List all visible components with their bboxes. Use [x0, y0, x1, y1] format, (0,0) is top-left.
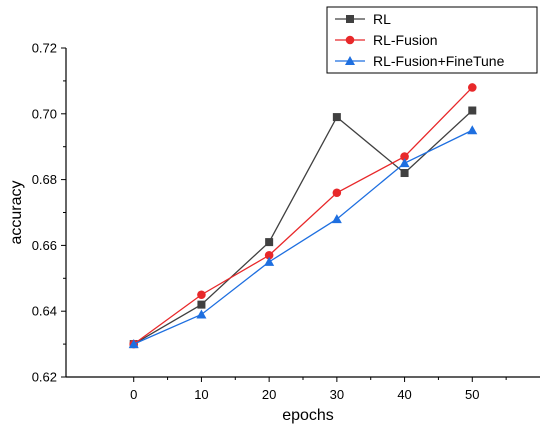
data-point [400, 169, 409, 178]
data-point [467, 125, 478, 135]
y-axis-title: accuracy [8, 180, 25, 244]
legend-item: RL [335, 11, 391, 27]
data-point [399, 158, 410, 168]
x-tick-label: 0 [130, 387, 137, 402]
y-tick-label: 0.64 [32, 304, 57, 319]
y-tick-label: 0.62 [32, 370, 57, 385]
data-point [264, 256, 275, 266]
data-point [468, 106, 477, 115]
series-1 [129, 83, 477, 349]
tick-marks [61, 47, 507, 382]
data-point [128, 339, 139, 349]
y-tick-label: 0.66 [32, 238, 57, 253]
data-point [467, 83, 477, 92]
legend-label: RL-Fusion [373, 32, 438, 48]
data-point [197, 290, 206, 300]
data-point [197, 300, 206, 309]
legend: RL RL-Fusion RL-Fusion+FineTune [326, 6, 538, 74]
series-2 [128, 125, 478, 349]
x-tick-label: 30 [330, 387, 344, 402]
x-tick-label: 50 [465, 387, 479, 402]
legend-label: RL-Fusion+FineTune [373, 53, 505, 69]
series-line [133, 110, 473, 345]
data-point [265, 238, 274, 247]
series-line [133, 87, 473, 345]
y-tick-label: 0.72 [32, 41, 57, 56]
data-point [332, 188, 342, 198]
series-0 [129, 106, 477, 349]
x-tick-label: 20 [262, 387, 276, 402]
legend-item: RL-Fusion [335, 32, 438, 48]
data-point [400, 152, 409, 161]
legend-marker [345, 35, 355, 45]
x-tick-label: 10 [194, 387, 208, 402]
x-tick-label: 40 [397, 387, 411, 402]
legend-marker [346, 15, 354, 23]
series-layer [128, 83, 478, 349]
data-point [196, 309, 207, 319]
axes [65, 48, 540, 378]
data-point [264, 250, 274, 260]
data-point [332, 113, 341, 122]
legend-label: RL [373, 11, 391, 27]
x-axis-title: epochs [282, 407, 334, 424]
x-tick-labels: 0 10 20 30 40 50 [130, 387, 479, 402]
y-tick-label: 0.70 [32, 106, 57, 121]
legend-item: RL-Fusion+FineTune [335, 53, 505, 69]
data-point [331, 214, 342, 224]
y-tick-labels: 0.62 0.64 0.66 0.68 0.70 0.72 [32, 41, 57, 385]
series-line [133, 129, 473, 345]
y-tick-label: 0.68 [32, 172, 57, 187]
legend-marker [345, 56, 355, 65]
